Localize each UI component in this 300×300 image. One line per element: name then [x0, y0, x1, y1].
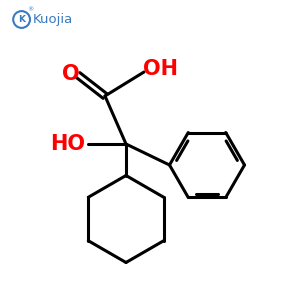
- Text: K: K: [18, 15, 25, 24]
- Text: HO: HO: [50, 134, 85, 154]
- Text: O: O: [62, 64, 79, 83]
- Text: Kuojia: Kuojia: [32, 13, 73, 26]
- Text: OH: OH: [143, 59, 178, 79]
- Text: ®: ®: [27, 7, 33, 12]
